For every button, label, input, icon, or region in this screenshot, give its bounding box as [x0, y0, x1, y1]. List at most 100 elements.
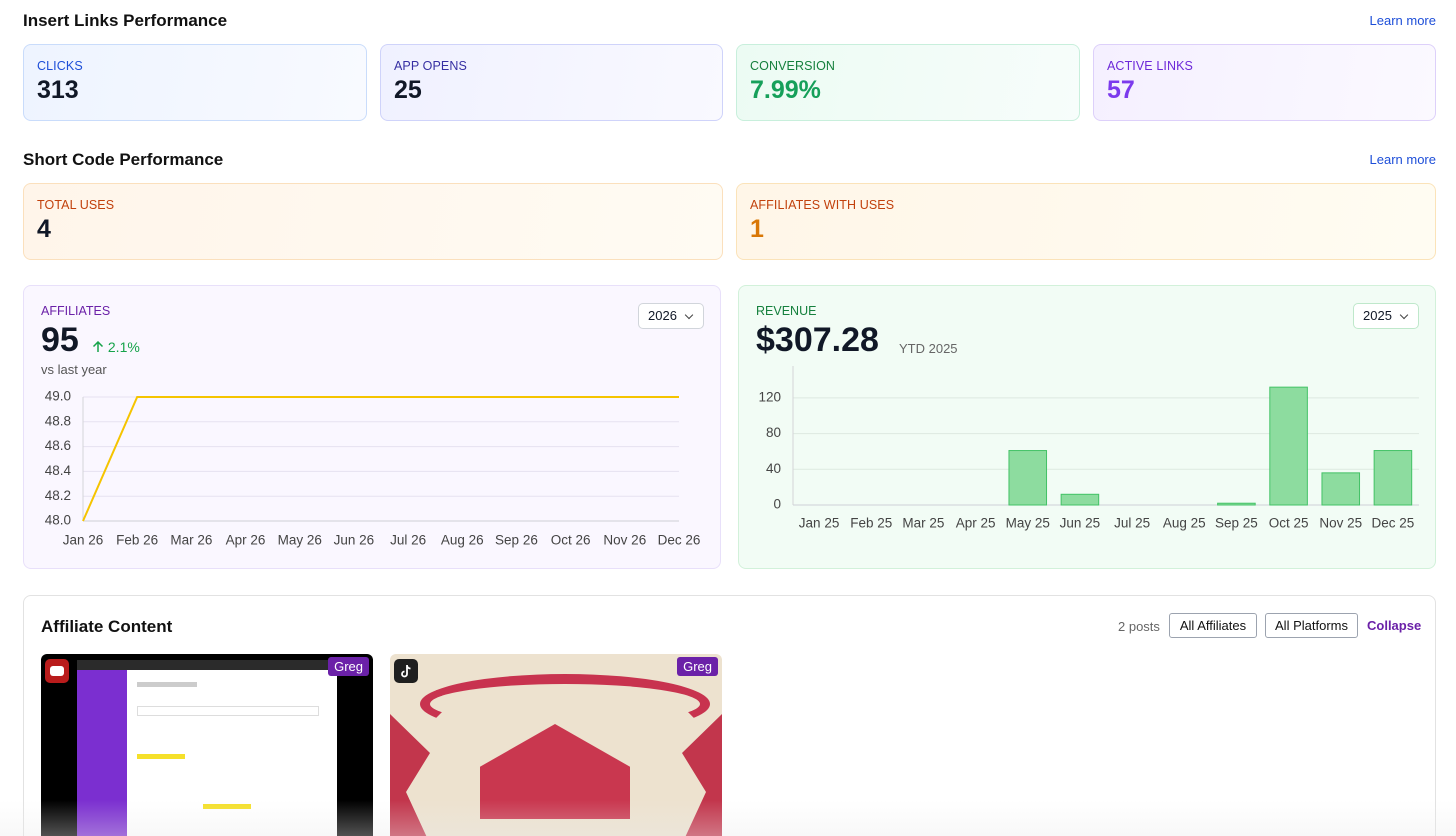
stat-label: APP OPENS — [394, 59, 467, 73]
card-label: AFFILIATES — [41, 304, 111, 318]
x-tick-label: Nov 26 — [603, 533, 646, 548]
input-placeholder — [137, 706, 319, 716]
x-tick-label: Sep 25 — [1215, 516, 1258, 531]
stat-value: 25 — [394, 76, 422, 104]
stat-label: CLICKS — [37, 59, 83, 73]
stat-card: ACTIVE LINKS 57 — [1093, 44, 1436, 121]
y-tick-label: 48.6 — [45, 438, 71, 453]
y-tick-label: 0 — [773, 497, 781, 512]
year-select[interactable]: 2026 — [638, 303, 704, 329]
stat-label: CONVERSION — [750, 59, 836, 73]
revenue-chart: 0 40 80 120 Jan 25 Feb 25 Mar 25 Apr 25 May 25 Ju… — [758, 366, 1419, 531]
year-select-value: 2025 — [1363, 308, 1392, 323]
comparison-note: vs last year — [41, 362, 107, 377]
x-tick-label: May 25 — [1006, 516, 1050, 531]
author-badge: Greg — [328, 657, 369, 676]
stat-value: 4 — [37, 215, 51, 243]
y-tick-label: 120 — [758, 389, 781, 404]
stat-card: CLICKS 313 — [23, 44, 367, 121]
section-title: Affiliate Content — [41, 617, 173, 636]
y-tick-label: 48.2 — [45, 488, 71, 503]
stat-label: AFFILIATES WITH USES — [750, 198, 895, 212]
affiliates-value: 95 — [41, 321, 79, 359]
collapse-button[interactable]: Collapse — [1367, 618, 1422, 633]
x-tick-label: Dec 25 — [1372, 516, 1415, 531]
section-title: Short Code Performance — [23, 150, 224, 169]
x-tick-label: Oct 25 — [1269, 516, 1309, 531]
stat-value: 7.99% — [750, 76, 821, 104]
button-placeholder — [137, 754, 185, 759]
y-tick-label: 40 — [766, 461, 781, 476]
affiliates-card: AFFILIATES 95 2.1% vs last year 2026 48.… — [23, 285, 721, 569]
stat-label: ACTIVE LINKS — [1107, 59, 1193, 73]
author-badge: Greg — [677, 657, 718, 676]
stat-card: APP OPENS 25 — [380, 44, 723, 121]
revenue-note: YTD 2025 — [899, 341, 958, 356]
image-detail — [420, 674, 710, 734]
bar — [1269, 386, 1308, 506]
y-tick-label: 48.4 — [45, 463, 72, 478]
post-count: 2 posts — [1118, 619, 1160, 634]
data-line — [82, 396, 679, 522]
x-tick-label: Jun 25 — [1060, 516, 1101, 531]
post-thumbnail[interactable]: Greg — [41, 654, 373, 836]
post-thumbnail[interactable]: Greg — [390, 654, 722, 836]
y-tick-label: 48.0 — [45, 513, 71, 528]
stat-card: AFFILIATES WITH USES 1 — [736, 183, 1436, 260]
stat-label: TOTAL USES — [37, 198, 115, 212]
button-placeholder — [203, 804, 251, 809]
bar — [1008, 450, 1048, 506]
x-tick-label: Jan 26 — [63, 533, 104, 548]
affiliates-chart: 48.0 48.2 48.4 48.6 48.8 49.0 Jan 26 Feb 26 Mar … — [45, 389, 701, 548]
x-tick-label: Apr 25 — [956, 516, 996, 531]
youtube-icon-shape — [50, 666, 64, 676]
x-tick-label: Aug 26 — [441, 533, 484, 548]
x-tick-label: Nov 25 — [1319, 516, 1362, 531]
x-tick-label: Mar 26 — [170, 533, 212, 548]
x-tick-label: Sep 26 — [495, 533, 538, 548]
x-tick-label: Jan 25 — [799, 516, 840, 531]
youtube-icon — [45, 659, 69, 683]
affiliate-filter[interactable]: All Affiliates — [1169, 613, 1257, 638]
bar — [1060, 493, 1100, 506]
revenue-card: REVENUE $307.28 YTD 2025 2025 0 40 80 120 Ja… — [738, 285, 1436, 569]
content-card: Affiliate Content 2 posts All Affiliates… — [23, 595, 1436, 836]
stat-card: CONVERSION 7.99% — [736, 44, 1080, 121]
stat-value: 57 — [1107, 76, 1135, 104]
bottom-fade — [0, 800, 1456, 836]
up-arrow-icon — [92, 340, 104, 352]
x-tick-label: Dec 26 — [658, 533, 701, 548]
stat-value: 1 — [750, 215, 764, 243]
revenue-value: $307.28 — [756, 321, 879, 359]
x-tick-label: Feb 25 — [850, 516, 892, 531]
stat-card: TOTAL USES 4 — [23, 183, 723, 260]
x-tick-label: Mar 25 — [902, 516, 944, 531]
year-select-value: 2026 — [648, 308, 677, 323]
section-title: Insert Links Performance — [23, 11, 228, 30]
change-value: 2.1% — [107, 339, 140, 355]
tiktok-icon — [394, 659, 418, 683]
app-sidebar — [77, 670, 127, 836]
text-placeholder — [137, 682, 197, 687]
change-indicator: 2.1% — [92, 339, 140, 355]
x-tick-label: Jun 26 — [334, 533, 375, 548]
bar — [1373, 450, 1413, 506]
learn-more-link[interactable]: Learn more — [1369, 13, 1436, 28]
bar — [1217, 502, 1256, 506]
x-tick-label: Oct 26 — [551, 533, 591, 548]
y-tick-label: 49.0 — [45, 389, 71, 404]
x-tick-label: Feb 26 — [116, 533, 158, 548]
platform-filter[interactable]: All Platforms — [1265, 613, 1358, 638]
x-tick-label: Jul 26 — [390, 533, 426, 548]
learn-more-link[interactable]: Learn more — [1369, 152, 1436, 167]
x-tick-label: May 26 — [278, 533, 322, 548]
bar — [1321, 472, 1361, 506]
browser-bar — [77, 660, 337, 670]
x-tick-label: Jul 25 — [1114, 516, 1150, 531]
card-label: REVENUE — [756, 304, 817, 318]
y-tick-label: 48.8 — [45, 413, 71, 428]
tiktok-glyph — [401, 664, 411, 678]
year-select[interactable]: 2025 — [1353, 303, 1419, 329]
y-tick-label: 80 — [766, 425, 781, 440]
